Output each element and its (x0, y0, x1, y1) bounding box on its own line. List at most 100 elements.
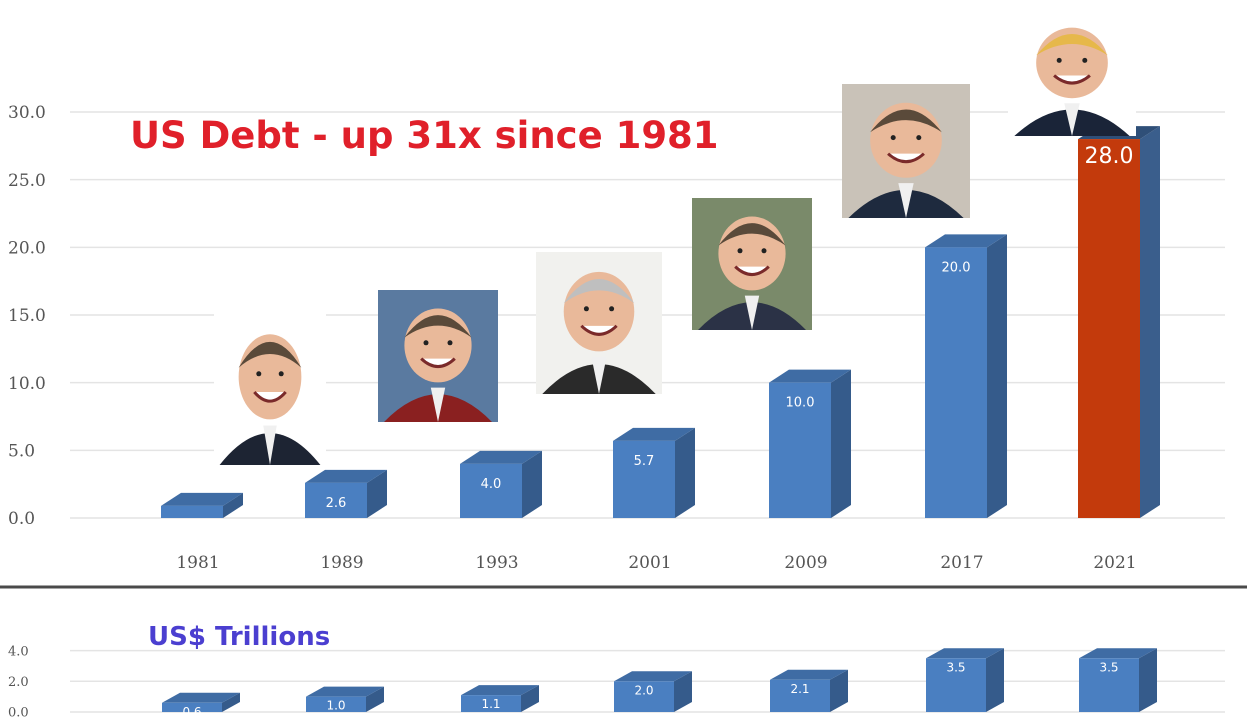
bar-value-label: 3.5 (946, 660, 965, 674)
bottom-chart-title: US$ Trillions (148, 622, 330, 652)
bar-1981: 0.9 (161, 492, 243, 534)
bar-2017: 3.5 (926, 648, 1004, 712)
bar-side (367, 469, 387, 518)
bar-1989: 1.0 (306, 686, 384, 713)
y-tick-label: 10.0 (8, 374, 46, 394)
bar-value-label: 1.1 (481, 697, 500, 711)
bar-top (460, 450, 542, 464)
bar-front (162, 702, 222, 712)
portrait-reagan (214, 313, 326, 465)
bar-side (1140, 126, 1160, 519)
portrait-trump (1008, 10, 1136, 136)
y-tick-label: 0.0 (8, 509, 35, 529)
bar-front (926, 658, 986, 712)
bar-front (305, 482, 367, 518)
bar-side (366, 686, 384, 712)
bar-1993: 1.1 (461, 685, 539, 712)
bar-front (769, 382, 831, 518)
bar-1989: 2.6 (305, 469, 387, 518)
bar-front (614, 681, 674, 712)
bar-2009: 2.1 (770, 669, 848, 712)
bar-2017: 20.0 (925, 234, 1007, 519)
top-x-axis-labels: 1981 1989 1993 2001 2009 2017 2021 (176, 553, 1136, 573)
bar-2001: 2.0 (614, 671, 692, 712)
portrait-bush-junior (692, 198, 812, 330)
bar-side (831, 369, 851, 518)
y-tick-label: 4.0 (8, 644, 29, 659)
bar-side (1139, 648, 1157, 712)
bar-value-label: 4.0 (481, 477, 502, 492)
bar-value-label: 0.6 (182, 705, 201, 719)
x-tick-label: 2017 (940, 553, 983, 573)
bar-side (987, 234, 1007, 519)
bar-front (770, 679, 830, 712)
x-tick-label: 2009 (784, 553, 827, 573)
bar-front (1079, 658, 1139, 712)
bar-front (461, 695, 521, 712)
y-tick-label: 15.0 (8, 306, 46, 326)
bar-side (674, 671, 692, 712)
bar-top (305, 469, 387, 483)
bar-top (614, 671, 692, 682)
bar-front (460, 463, 522, 518)
bar-value-label: 3.5 (1099, 660, 1118, 674)
top-bars: 0.9 2.6 4.0 5.7 10.0 20.0 28.0 (161, 126, 1160, 534)
bar-2021: 3.5 (1079, 648, 1157, 712)
y-tick-label: 5.0 (8, 441, 35, 461)
bottom-bars: 0.6 1.0 1.1 2.0 2.1 3.5 3.5 (162, 648, 1157, 719)
y-tick-label: 20.0 (8, 238, 46, 258)
bar-top (161, 492, 243, 506)
portrait-clinton (536, 252, 662, 394)
bar-2021: 28.0 (1078, 126, 1160, 519)
y-tick-label: 0.0 (8, 706, 29, 721)
bar-top (162, 692, 240, 703)
bar-front (925, 247, 987, 519)
bar-value-label: 10.0 (786, 396, 815, 411)
bar-value-label: 0.9 (182, 519, 203, 534)
bar-top (926, 648, 1004, 659)
bar-side (223, 492, 243, 518)
portrait-bush-senior (378, 290, 498, 422)
bar-top (461, 685, 539, 696)
bar-front (613, 440, 675, 518)
bar-side (222, 692, 240, 712)
bottom-y-axis-ticks: 0.0 2.0 4.0 (8, 644, 29, 720)
bar-2001: 5.7 (613, 427, 695, 518)
bar-top (613, 427, 695, 441)
x-tick-label: 1989 (320, 553, 363, 573)
bar-front (161, 505, 223, 518)
bar-top (1079, 648, 1157, 659)
x-tick-label: 1981 (176, 553, 219, 573)
chart-title: US Debt - up 31x since 1981 (130, 114, 719, 157)
bar-1981: 0.6 (162, 692, 240, 719)
x-tick-label: 2001 (628, 553, 671, 573)
bar-front (1078, 139, 1140, 519)
portrait-obama (842, 84, 970, 218)
y-tick-label: 2.0 (8, 675, 29, 690)
bar-side (830, 669, 848, 712)
x-tick-label: 2021 (1093, 553, 1136, 573)
bar-top (770, 669, 848, 680)
bar-value-label: 1.0 (326, 699, 345, 713)
x-tick-label: 1993 (475, 553, 518, 573)
y-tick-label: 25.0 (8, 171, 46, 191)
bar-value-label: 28.0 (1085, 144, 1134, 169)
bar-value-label: 2.0 (634, 683, 653, 697)
bar-value-label: 2.1 (790, 682, 809, 696)
bar-top (306, 686, 384, 697)
bar-side (986, 648, 1004, 712)
bar-front (306, 696, 366, 712)
bar-side (675, 427, 695, 518)
bar-value-label: 20.0 (942, 260, 971, 275)
president-portraits (214, 10, 1136, 465)
y-tick-label: 30.0 (8, 103, 46, 123)
top-y-axis-ticks: 0.0 5.0 10.0 15.0 20.0 25.0 30.0 (8, 103, 46, 529)
bar-2009: 10.0 (769, 369, 851, 518)
bar-value-label: 5.7 (634, 454, 655, 469)
bar-value-label: 2.6 (326, 496, 347, 511)
bar-side (521, 685, 539, 712)
bar-top (925, 234, 1007, 248)
bar-side (522, 450, 542, 518)
bar-top (769, 369, 851, 383)
